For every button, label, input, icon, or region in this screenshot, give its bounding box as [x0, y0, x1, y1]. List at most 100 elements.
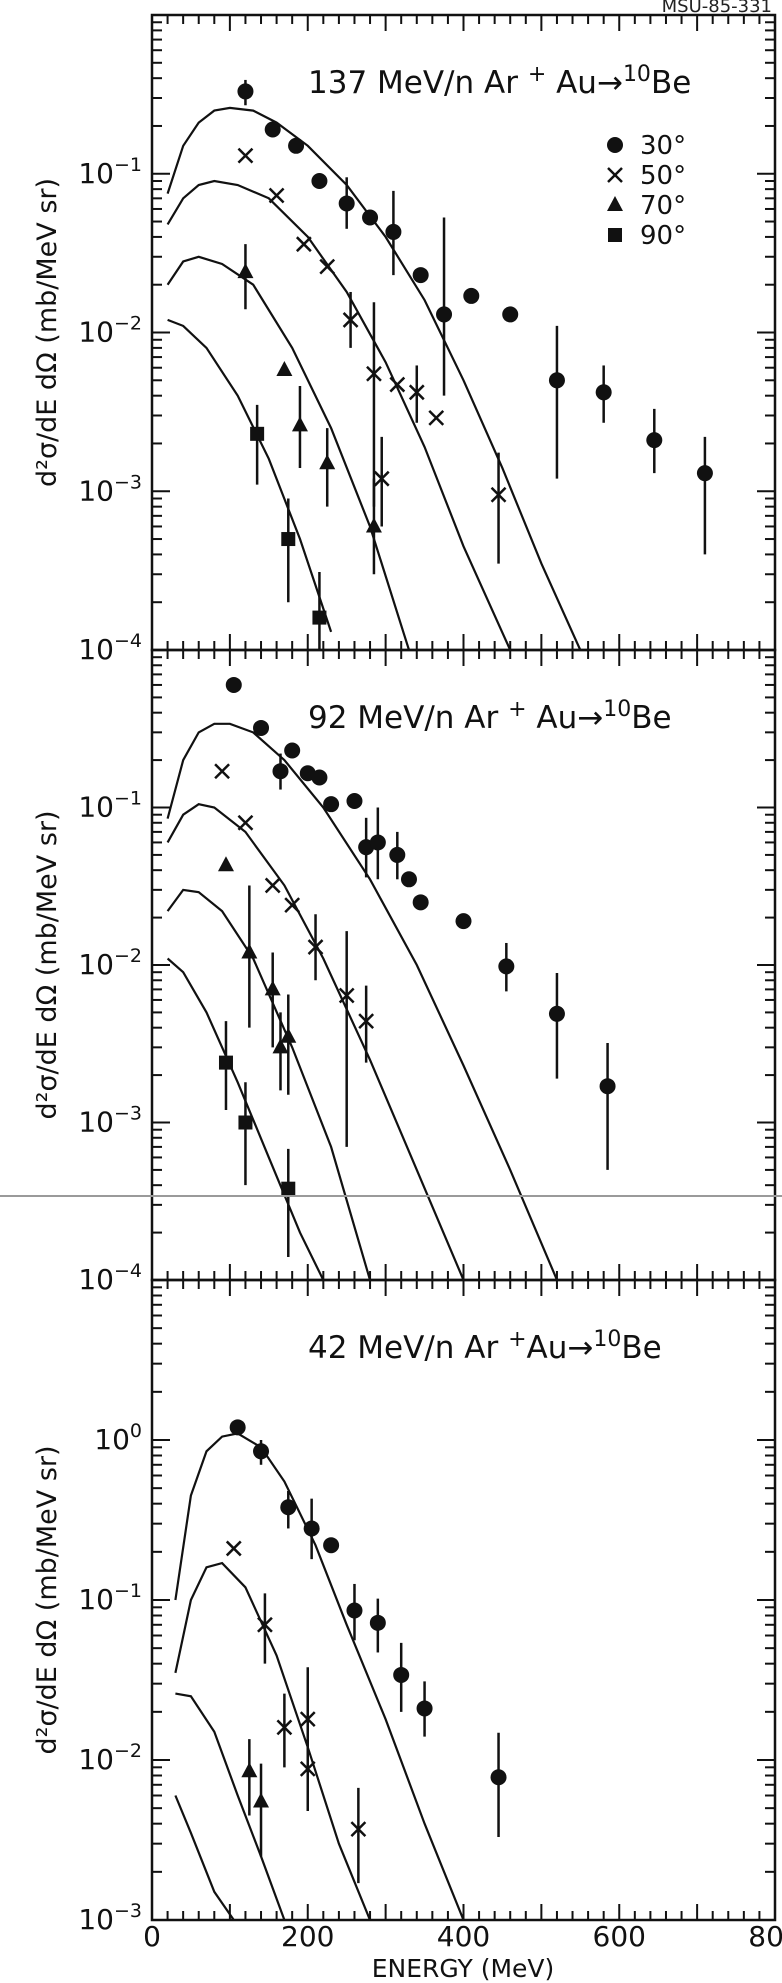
data-point-70deg [319, 454, 336, 470]
data-point-30deg [490, 1769, 507, 1786]
data-point-70deg [276, 361, 293, 377]
x-tick-label: 600 [593, 1920, 646, 1953]
panel-title: 92 MeV/n Ar + Au→10Be [308, 697, 672, 736]
data-point-30deg [323, 1537, 340, 1554]
data-point-50deg [358, 1013, 375, 1030]
panel-title: 137 MeV/n Ar + Au→10Be [308, 62, 691, 101]
data-point-30deg [284, 742, 301, 759]
data-point-70deg [241, 943, 258, 959]
data-point-30deg [225, 676, 242, 693]
model-curve-70deg [166, 888, 372, 1280]
data-point-50deg [366, 365, 382, 382]
x-axis-label: ENERGY (MeV) [372, 1954, 555, 1983]
data-point-30deg [280, 1499, 297, 1516]
data-point-30deg [393, 1666, 410, 1683]
y-tick-label: 10−1 [78, 154, 142, 190]
data-point-90deg [312, 610, 327, 625]
data-point-30deg [416, 1700, 433, 1717]
data-point-30deg [311, 769, 328, 786]
y-axis-label: d²σ/dE dΩ (mb/MeV sr) [32, 178, 63, 487]
data-point-30deg [696, 465, 713, 482]
y-tick-label: 10−2 [78, 945, 142, 981]
data-point-50deg [428, 409, 445, 426]
x-tick-label: 400 [437, 1920, 490, 1953]
data-point-30deg [389, 846, 406, 863]
panel-frame [150, 1278, 777, 1922]
model-curve-70deg [166, 255, 411, 650]
data-point-30deg [369, 1614, 386, 1631]
data-point-70deg [291, 416, 308, 432]
data-point-50deg [284, 897, 301, 914]
y-tick-label: 10−3 [78, 1103, 142, 1139]
model-curve-30deg [166, 722, 559, 1280]
model-curve-30deg [166, 106, 582, 650]
legend-marker-90deg [608, 228, 622, 242]
data-point-50deg [338, 987, 355, 1004]
data-point-50deg [295, 236, 312, 253]
figure-id: MSU-85-331 [661, 0, 772, 17]
data-point-50deg [389, 376, 406, 393]
legend-marker-50deg [607, 167, 623, 183]
x-tick-label: 0 [143, 1920, 161, 1953]
y-tick-label: 10−3 [78, 471, 142, 507]
model-curve-50deg [166, 179, 512, 650]
data-point-70deg [237, 263, 254, 279]
data-point-70deg [217, 856, 234, 872]
data-point-30deg [303, 1520, 320, 1537]
data-point-70deg [253, 1792, 270, 1808]
data-point-90deg [281, 532, 296, 547]
legend-marker-70deg [607, 196, 623, 211]
model-curve-90deg [174, 1795, 235, 1920]
data-point-30deg [595, 384, 612, 401]
data-point-50deg [373, 470, 390, 487]
data-point-90deg [238, 1115, 253, 1130]
data-point-30deg [599, 1078, 616, 1095]
y-tick-label: 100 [94, 1420, 142, 1456]
y-axis-label: d²σ/dE dΩ (mb/MeV sr) [32, 810, 63, 1119]
data-point-50deg [214, 763, 230, 780]
y-tick-label: 10−1 [78, 1580, 142, 1616]
data-point-50deg [264, 877, 281, 894]
panel-2: 10−1 10−2 10−3 10−4 d²σ/dE dΩ (mb/MeV sr) 92 … [32, 648, 777, 1296]
y-axis-label: d²σ/dE dΩ (mb/MeV sr) [32, 1445, 63, 1754]
data-point-30deg [498, 958, 515, 975]
data-point-70deg [264, 980, 281, 996]
data-point-30deg [455, 913, 472, 930]
data-point-30deg [338, 195, 355, 212]
data-point-30deg [323, 796, 340, 813]
data-point-50deg [350, 1821, 367, 1837]
data-point-50deg [299, 1711, 316, 1728]
y-tick-label: 10−4 [78, 630, 142, 666]
legend: 30°50°70°90° [607, 131, 686, 251]
panel-1: 10−1 10−2 10−3 10−4 d²σ/dE dΩ (mb/MeV sr) 137… [32, 13, 777, 666]
data-point-50deg [225, 1540, 242, 1557]
data-point-50deg [237, 814, 254, 831]
data-point-30deg [548, 1005, 565, 1022]
legend-label: 50° [640, 161, 686, 191]
legend-label: 70° [640, 191, 686, 221]
data-point-30deg [264, 121, 281, 138]
data-point-70deg [272, 1038, 289, 1054]
data-point-30deg [646, 432, 663, 449]
data-point-90deg [281, 1181, 296, 1196]
data-point-30deg [412, 894, 429, 911]
data-point-30deg [369, 834, 386, 851]
data-point-70deg [241, 1762, 258, 1778]
y-tick-label: 10−2 [78, 1740, 142, 1776]
data-point-50deg [268, 187, 285, 204]
data-point-30deg [253, 719, 270, 736]
data-point-90deg [250, 426, 265, 441]
y-tick-label: 10−4 [78, 1260, 142, 1296]
data-point-30deg [237, 83, 254, 100]
data-point-50deg [490, 486, 507, 503]
legend-marker-30deg [607, 137, 623, 153]
panel-frame [150, 648, 777, 1282]
data-point-30deg [463, 287, 480, 304]
data-point-50deg [408, 384, 425, 401]
data-point-50deg [299, 1760, 316, 1777]
model-curve-30deg [174, 1432, 465, 1920]
data-point-30deg [362, 209, 379, 226]
data-point-50deg [342, 312, 359, 328]
data-point-50deg [237, 147, 254, 164]
data-point-30deg [346, 792, 363, 809]
